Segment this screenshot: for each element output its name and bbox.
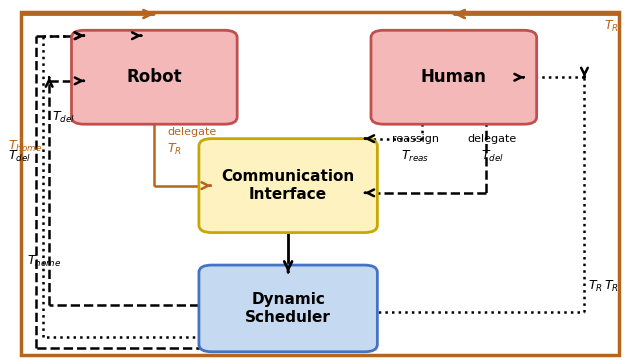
Text: $T_{home}$: $T_{home}$ [8, 138, 42, 154]
Text: $T_{home}$: $T_{home}$ [27, 254, 61, 269]
FancyBboxPatch shape [371, 30, 537, 124]
Text: $T_R$: $T_R$ [167, 142, 182, 157]
FancyBboxPatch shape [199, 139, 378, 233]
Text: $T_R$: $T_R$ [604, 279, 618, 294]
Text: reassign: reassign [392, 134, 439, 144]
Text: delegate: delegate [167, 127, 216, 137]
Text: delegate: delegate [467, 134, 516, 144]
Text: $T_R$: $T_R$ [604, 19, 618, 34]
Text: $T_{reas}$: $T_{reas}$ [401, 149, 429, 165]
Text: $T_{del}$: $T_{del}$ [8, 149, 31, 165]
Text: Communication
Interface: Communication Interface [221, 169, 355, 202]
Text: $T_R$: $T_R$ [588, 279, 602, 294]
Text: $T_{del}$: $T_{del}$ [52, 110, 76, 125]
Text: Human: Human [421, 68, 487, 86]
Text: Robot: Robot [127, 68, 182, 86]
FancyBboxPatch shape [199, 265, 378, 352]
Text: Dynamic
Scheduler: Dynamic Scheduler [245, 292, 331, 325]
Text: $T_{del}$: $T_{del}$ [481, 149, 504, 165]
FancyBboxPatch shape [72, 30, 237, 124]
